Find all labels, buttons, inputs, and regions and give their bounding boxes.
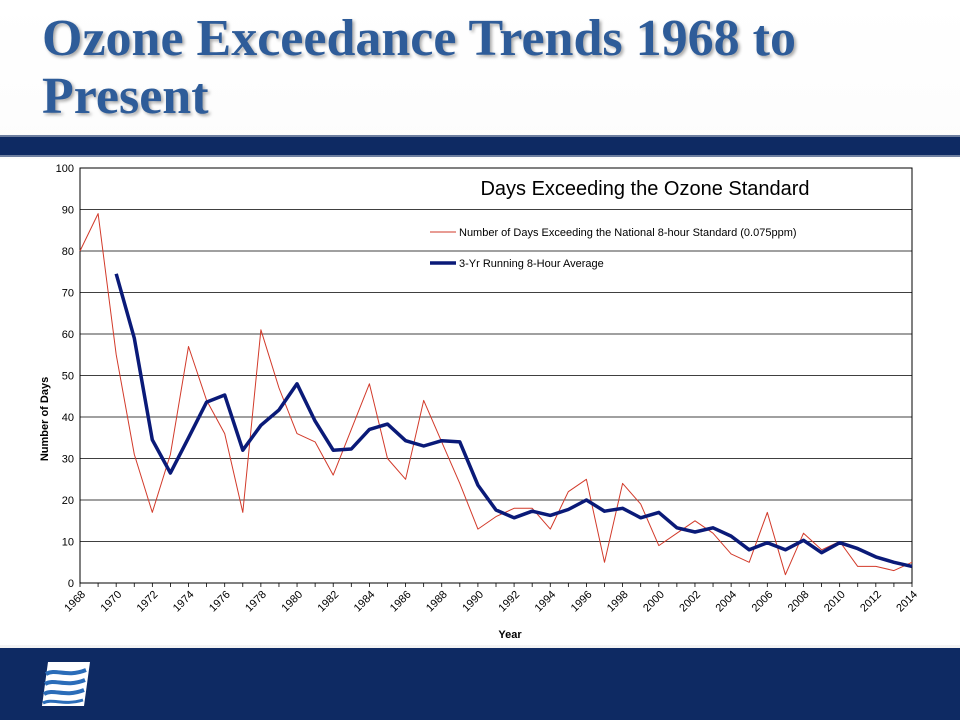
x-tick-label: 1976: [207, 589, 233, 615]
y-tick-label: 20: [62, 495, 74, 507]
y-tick-label: 80: [62, 246, 74, 258]
bottom-bar: [0, 648, 960, 720]
slide-title: Ozone Exceedance Trends 1968 to Present: [42, 10, 796, 125]
x-tick-label: 1986: [388, 589, 414, 615]
x-tick-label: 1970: [98, 589, 124, 615]
waves-logo-icon: [42, 662, 90, 706]
x-tick-label: 1996: [569, 589, 595, 615]
x-tick-label: 1968: [62, 589, 88, 615]
chart-title: Days Exceeding the Ozone Standard: [480, 178, 809, 200]
x-tick-label: 1998: [605, 589, 631, 615]
y-tick-label: 90: [62, 205, 74, 217]
series-line-3yr-average: [114, 273, 913, 569]
y-tick-label: 30: [62, 454, 74, 466]
x-axis-label: Year: [498, 629, 522, 641]
top-divider-bar: [0, 135, 960, 157]
legend-label: 3-Yr Running 8-Hour Average: [459, 258, 604, 270]
x-tick-label: 1974: [171, 589, 197, 615]
y-tick-label: 70: [62, 288, 74, 300]
x-tick-label: 1994: [533, 589, 559, 615]
y-tick-label: 0: [68, 578, 74, 590]
y-tick-label: 60: [62, 329, 74, 341]
legend-label: Number of Days Exceeding the National 8-…: [459, 227, 797, 239]
x-tick-label: 1990: [460, 589, 486, 615]
x-tick-label: 2012: [858, 589, 884, 615]
x-tick-label: 1988: [424, 589, 450, 615]
chart-panel: 0 10 20 30 40 50 60 70 80 90 100 1968 1970 1972 1974 1…: [0, 159, 960, 645]
x-tick-label: 1978: [243, 589, 269, 615]
x-tick-label: 2004: [713, 589, 739, 615]
x-tick-label: 2014: [894, 589, 920, 615]
series-line-daily-exceedance: [79, 213, 913, 576]
x-tick-label: 2010: [822, 589, 848, 615]
x-tick-label: 1980: [279, 589, 305, 615]
x-tick-label: 1984: [352, 589, 378, 615]
y-tick-label: 10: [62, 537, 74, 549]
y-tick-label: 100: [56, 163, 74, 175]
y-tick-label: 40: [62, 412, 74, 424]
x-tick-label: 2002: [677, 589, 703, 615]
x-tick-label: 1992: [496, 589, 522, 615]
x-tick-label: 2000: [641, 589, 667, 615]
x-tick-label: 2008: [786, 589, 812, 615]
y-tick-label: 50: [62, 371, 74, 383]
x-tick-label: 1972: [135, 589, 161, 615]
exceedance-line-chart: 0 10 20 30 40 50 60 70 80 90 100 1968 1970 1972 1974 1…: [39, 163, 920, 641]
x-tick-label: 1982: [316, 589, 342, 615]
y-axis-label: Number of Days: [39, 377, 51, 461]
x-tick-label: 2006: [750, 589, 776, 615]
